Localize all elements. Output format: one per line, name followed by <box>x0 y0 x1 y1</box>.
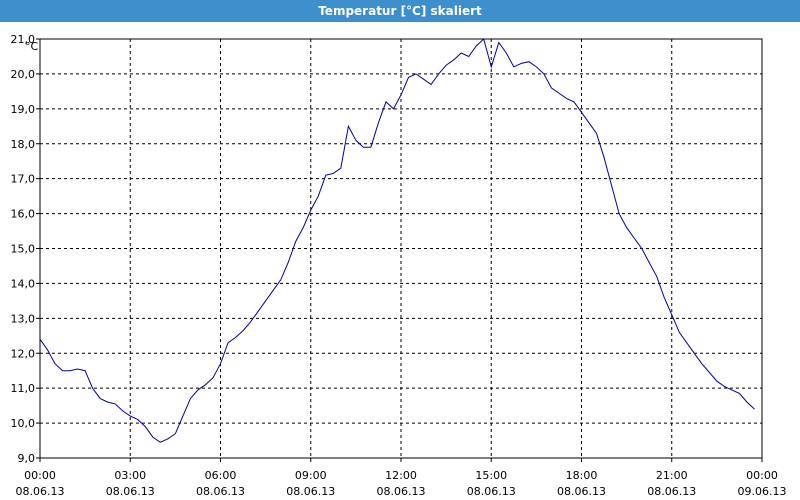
y-tick-label: 21,0 <box>11 33 36 46</box>
temperature-chart: 9,0 10,0 11,0 12,0 13,0 14,0 15,0 16,0 17,0 18,0 1… <box>11 33 787 498</box>
x-tick-date-label: 08.06.13 <box>196 485 245 498</box>
x-tick-date-label: 09.06.13 <box>738 485 787 498</box>
x-tick-time-label: 03:00 <box>114 469 146 482</box>
x-axis: 00:00 08.06.13 03:00 08.06.13 06:00 08.06.13 0… <box>16 458 787 498</box>
series-line-temperature <box>39 38 755 443</box>
y-axis-label: °C <box>25 40 39 53</box>
x-tick-date-label: 08.06.13 <box>377 485 426 498</box>
x-tick-time-label: 21:00 <box>656 469 688 482</box>
y-tick-label: 15,0 <box>11 243 36 256</box>
y-tick-label: 20,0 <box>11 68 36 81</box>
x-tick-date-label: 08.06.13 <box>647 485 696 498</box>
x-tick-time-label: 00:00 <box>746 469 778 482</box>
window-title: Temperatur [°C] skaliert <box>0 0 800 22</box>
x-tick-date-label: 08.06.13 <box>16 485 65 498</box>
y-tick-label: 14,0 <box>11 277 36 290</box>
x-tick-time-label: 15:00 <box>475 469 507 482</box>
y-tick-label: 19,0 <box>11 103 36 116</box>
y-tick-label: 17,0 <box>11 173 36 186</box>
x-tick-time-label: 00:00 <box>24 469 56 482</box>
y-tick-label: 13,0 <box>11 312 36 325</box>
y-tick-label: 9,0 <box>18 452 36 465</box>
x-tick-time-label: 18:00 <box>566 469 598 482</box>
y-tick-label: 10,0 <box>11 417 36 430</box>
x-tick-time-label: 06:00 <box>205 469 237 482</box>
y-tick-label: 16,0 <box>11 208 36 221</box>
y-tick-label: 12,0 <box>11 347 36 360</box>
x-tick-date-label: 08.06.13 <box>557 485 606 498</box>
y-tick-label: 11,0 <box>11 382 36 395</box>
x-tick-date-label: 08.06.13 <box>106 485 155 498</box>
x-tick-time-label: 12:00 <box>385 469 417 482</box>
x-tick-date-label: 08.06.13 <box>286 485 335 498</box>
y-tick-label: 18,0 <box>11 138 36 151</box>
x-tick-time-label: 09:00 <box>295 469 327 482</box>
grid <box>40 39 762 458</box>
y-axis: 9,0 10,0 11,0 12,0 13,0 14,0 15,0 16,0 17,0 18,0 1… <box>11 33 40 465</box>
x-tick-date-label: 08.06.13 <box>467 485 516 498</box>
